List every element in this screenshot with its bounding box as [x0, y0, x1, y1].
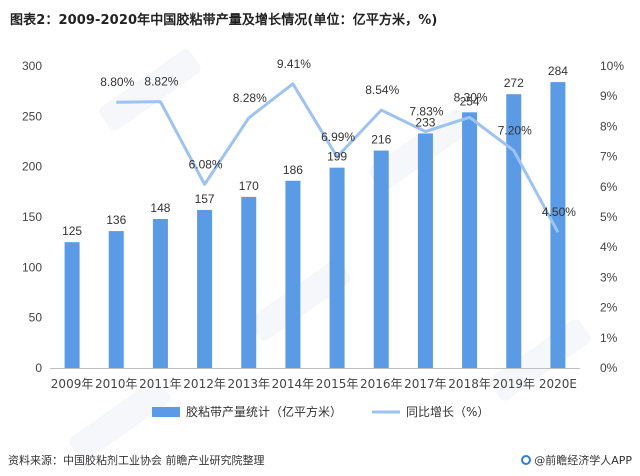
- brand-logo-icon: [521, 455, 532, 465]
- bar-value-label: 157: [195, 192, 215, 206]
- x-axis-tick-label: 2015年: [316, 377, 359, 391]
- bar: [462, 112, 478, 368]
- brand-credit: @前瞻经济学人APP: [521, 452, 632, 468]
- data-labels-group: 125 136 148 157 170 186 199 216 233 254 272 284 8.80…: [62, 57, 576, 238]
- right-axis-tick-label: 3%: [600, 270, 618, 284]
- chart-title: 图表2：2009-2020年中国胶粘带产量及增长情况(单位：亿平方米，%): [10, 13, 438, 28]
- bar: [373, 150, 389, 368]
- source-note: 资料来源：中国胶粘剂工业协会 前瞻产业研究院整理: [8, 454, 265, 467]
- x-axis-tick-label: 2018年: [448, 377, 491, 391]
- x-axis-tick-label: 2011年: [139, 377, 182, 391]
- left-axis-tick-label: 150: [22, 210, 42, 224]
- right-axis-tick-label: 8%: [600, 119, 618, 133]
- bar: [241, 196, 257, 368]
- bar-value-label: 284: [548, 64, 568, 78]
- right-axis-tick-label: 9%: [600, 89, 618, 103]
- right-axis-tick-label: 0%: [600, 361, 618, 375]
- left-axis-tick-label: 100: [22, 260, 42, 274]
- line-value-label: 8.30%: [454, 90, 488, 104]
- bar: [197, 209, 213, 368]
- line-value-label: 8.80%: [100, 75, 134, 89]
- bars-group: [64, 82, 566, 369]
- legend-bar-swatch: [152, 407, 180, 417]
- x-axis-tick-label: 2014年: [272, 377, 315, 391]
- bar-value-label: 216: [371, 133, 391, 147]
- line-value-label: 7.20%: [498, 124, 532, 138]
- bar-value-label: 148: [150, 201, 170, 215]
- line-value-label: 6.99%: [321, 130, 355, 144]
- x-axis-tick-label: 2012年: [183, 377, 226, 391]
- bar: [64, 242, 80, 368]
- bar-value-label: 199: [327, 150, 347, 164]
- x-axis-tick-label: 2009年: [51, 377, 94, 391]
- left-axis-tick-label: 50: [29, 311, 43, 325]
- right-axis-tick-label: 2%: [600, 301, 618, 315]
- growth-line: [116, 82, 560, 233]
- x-axis-tick-label: 2013年: [227, 377, 270, 391]
- left-axis-tick-label: 250: [22, 109, 42, 123]
- legend-line-label: 同比增长（%）: [406, 405, 489, 419]
- legend-bar-label: 胶粘带产量统计（亿平方米）: [186, 404, 342, 419]
- bar-value-label: 272: [504, 76, 524, 90]
- bar-value-label: 125: [62, 224, 82, 238]
- x-axis-tick-label: 2017年: [404, 377, 447, 391]
- right-axis-tick-label: 4%: [600, 240, 618, 254]
- line-value-label: 4.50%: [542, 205, 576, 219]
- left-axis-tick-label: 200: [22, 160, 42, 174]
- bar: [108, 231, 124, 368]
- line-value-label: 8.82%: [144, 75, 178, 89]
- right-axis-tick-label: 7%: [600, 150, 618, 164]
- left-axis-tick-label: 0: [35, 361, 42, 375]
- line-group: [116, 82, 560, 233]
- line-value-label: 7.83%: [409, 105, 443, 119]
- line-value-label: 8.54%: [365, 83, 399, 97]
- right-axis-tick-label: 6%: [600, 180, 618, 194]
- right-axis-tick-label: 1%: [600, 331, 618, 345]
- right-axis-tick-label: 5%: [600, 210, 618, 224]
- bar: [285, 180, 301, 368]
- line-value-label: 8.28%: [233, 91, 267, 105]
- x-axis-tick-label: 2020E: [539, 377, 577, 391]
- x-axis-tick-label: 2010年: [95, 377, 138, 391]
- brand-text: @前瞻经济学人APP: [534, 454, 632, 467]
- bar-value-label: 254: [460, 94, 480, 108]
- bar: [329, 167, 345, 368]
- bar-value-label: 170: [239, 179, 259, 193]
- watermark-mark-4: [69, 379, 171, 461]
- axes-group: 0 50 100 150 200 250 300 0% 1% 2% 3% 4% 5% 6% 7% 8% 9% 10…: [22, 59, 624, 391]
- bar: [506, 94, 522, 368]
- left-axis-tick-label: 300: [22, 59, 42, 73]
- x-axis-tick-label: 2019年: [492, 377, 535, 391]
- watermark-mark-0: [99, 49, 201, 131]
- bar-value-label: 233: [415, 115, 435, 129]
- line-value-label: 9.41%: [277, 57, 311, 71]
- x-axis-tick-label: 2016年: [360, 377, 403, 391]
- legend: 胶粘带产量统计（亿平方米） 同比增长（%）: [152, 404, 489, 419]
- bar-value-label: 136: [106, 213, 126, 227]
- bar-value-label: 186: [283, 163, 303, 177]
- bar: [417, 133, 433, 368]
- bar: [550, 82, 566, 369]
- line-value-label: 6.08%: [189, 157, 223, 171]
- bar: [152, 219, 168, 368]
- right-axis-tick-label: 10%: [600, 59, 624, 73]
